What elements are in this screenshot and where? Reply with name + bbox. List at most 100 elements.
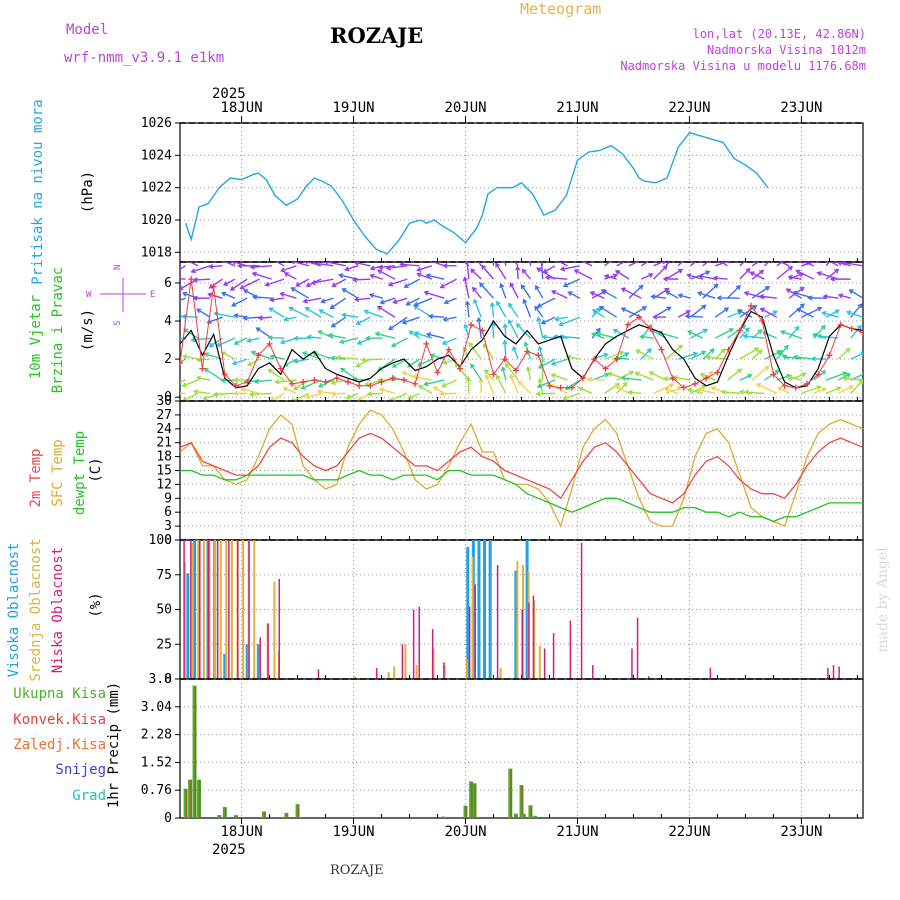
wind-arrow-head (267, 335, 273, 341)
cloud-low-bar (237, 540, 239, 679)
wind-arrow (825, 386, 841, 395)
wind-arrow-head (441, 382, 447, 388)
wind-arrow (340, 337, 359, 343)
wind-arrow-head (622, 381, 628, 387)
wind-arrow (847, 311, 863, 318)
cloud-mid-bar (499, 667, 502, 679)
wind-gust-marker (792, 384, 799, 391)
wind-gust-marker (490, 371, 497, 378)
wind-arrow (685, 315, 703, 318)
y-tick-label: 6 (164, 505, 172, 520)
wind-arrow (234, 337, 248, 345)
cloud-high-bar (256, 644, 260, 679)
wind-arrow-head (341, 288, 347, 293)
wind-arrow (214, 312, 235, 318)
wind-arrow-head (250, 350, 256, 356)
wind-arrow-head (799, 303, 805, 309)
wind-arrow (485, 374, 495, 394)
wind-arrow (364, 310, 383, 318)
compass-e: E (150, 290, 155, 300)
wind-arrow-head (736, 368, 743, 374)
wind-arrow (862, 278, 863, 280)
wind-arrow-head (356, 340, 363, 345)
wind-arrow-head (757, 329, 763, 335)
wind-arrow-head (416, 266, 422, 272)
wind-arrow (284, 316, 297, 321)
wind-arrow-head (662, 262, 666, 265)
wind-arrow-head (355, 320, 361, 326)
wind-arrow-head (295, 282, 301, 287)
wind-arrow (541, 316, 556, 324)
wind-arrow-head (338, 273, 344, 279)
wind-arrow-head (335, 354, 341, 361)
wind-arrow-head (536, 316, 542, 322)
cloud-mid-bar (242, 540, 245, 679)
wind-arrow (342, 288, 359, 299)
wind-arrow-head (401, 371, 407, 376)
wind-arrow (640, 348, 652, 360)
wind-arrow (601, 289, 618, 299)
wind-arrow-head (464, 300, 471, 306)
wind-arrow (501, 367, 507, 381)
panel-precip: 0 0.76 1.52 2.28 3.04 3.8 (141, 672, 864, 826)
precip-conv-bar (235, 816, 238, 818)
wind-arrow-head (279, 339, 286, 345)
wind-gust-marker (837, 321, 844, 328)
wind-arrow (760, 295, 777, 299)
wind-arrow (628, 391, 642, 395)
wind-arrow-head (320, 298, 326, 304)
wind-arrow (537, 297, 556, 308)
wind-arrow-head (301, 351, 308, 357)
wind-arrow-head (641, 306, 647, 311)
precip-legend-1: Konvek.Kisa (13, 712, 106, 728)
wind-arrow-head (249, 264, 255, 270)
wind-arrow (739, 327, 750, 339)
cloud-low-bar (317, 669, 320, 679)
wind-arrow-head (390, 342, 397, 348)
wind-arrow (615, 385, 630, 394)
wind-arrow (697, 388, 716, 395)
wind-gust-marker (524, 348, 531, 355)
wind-arrow-head (857, 303, 863, 309)
wind-arrow (316, 262, 334, 267)
wind-arrow (413, 375, 433, 381)
wind-arrow (455, 363, 470, 381)
panel-cloud: 0 25 50 75 100 (149, 533, 864, 687)
wind-arrow-head (181, 382, 187, 388)
wind-arrow (180, 265, 186, 270)
wind-arrow-head (184, 262, 185, 263)
wind-arrow-head (743, 389, 750, 395)
wind-arrow (687, 274, 704, 280)
wind-arrow (393, 297, 408, 304)
wind-arrow (850, 379, 863, 394)
wind-arrow-head (239, 284, 245, 290)
wind-gust-marker (591, 356, 598, 363)
wind-arrow-head (427, 313, 434, 319)
y-tick-label: 0 (164, 533, 172, 548)
wind-gust-marker (725, 346, 732, 353)
wind-arrow (240, 278, 260, 290)
wind-arrow-head (196, 308, 202, 314)
y-tick-label: 0.76 (141, 783, 172, 798)
y-tick-label: 18 (156, 450, 172, 465)
wind-arrow (440, 392, 457, 395)
wind-arrow-head (282, 386, 288, 392)
cloud-mid-bar (191, 542, 194, 679)
wind-arrow (307, 336, 322, 339)
wind-arrow (599, 306, 618, 318)
cloud-high-bar (193, 540, 197, 679)
wind-arrow-head (716, 295, 722, 301)
precip-conv-bar (190, 780, 192, 818)
wind-arrow-head (629, 257, 633, 261)
wind-arrow-head (705, 354, 711, 361)
wind-arrow (664, 388, 679, 395)
wind-gust-marker (815, 371, 822, 378)
wind-arrow-head (795, 269, 801, 275)
wind-arrow (727, 285, 741, 299)
wind-arrow (417, 273, 433, 280)
wind-arrow (690, 351, 706, 360)
wind-arrow-head (304, 306, 310, 312)
wind-arrow (534, 306, 544, 318)
wind-gust-marker (647, 325, 654, 332)
